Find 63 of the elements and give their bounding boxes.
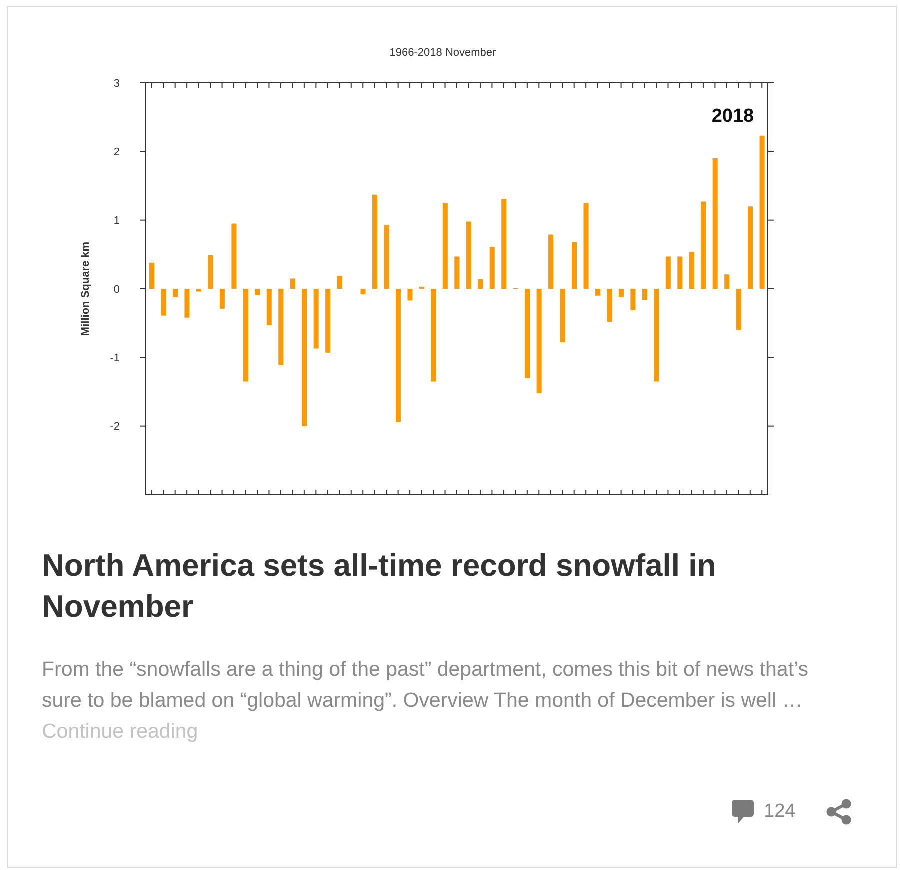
bar <box>548 234 554 289</box>
bar <box>525 289 530 378</box>
bar <box>208 255 214 289</box>
bar <box>360 289 366 294</box>
bar <box>502 199 507 289</box>
bar <box>384 225 390 289</box>
bar <box>255 289 260 296</box>
bar <box>666 256 671 289</box>
bar <box>536 289 542 394</box>
bar <box>724 274 730 289</box>
y-axis-title: Million Square km <box>80 242 92 336</box>
bar <box>572 242 578 289</box>
bar <box>678 256 683 289</box>
text: 124 <box>764 800 796 824</box>
y-tick-label: -2 <box>110 421 120 434</box>
bar <box>220 289 225 309</box>
y-tick-label: -1 <box>110 352 120 365</box>
bar <box>748 206 754 289</box>
bar <box>172 289 178 298</box>
bar <box>490 247 495 289</box>
bar <box>595 289 600 296</box>
bar <box>618 289 624 298</box>
bar <box>290 278 296 289</box>
bar <box>431 289 436 382</box>
bar <box>712 158 718 289</box>
bar <box>701 202 706 289</box>
bar <box>454 256 460 289</box>
bar <box>278 289 284 366</box>
bar <box>466 222 472 289</box>
bar <box>150 262 155 289</box>
y-tick-label: 1 <box>114 215 120 228</box>
y-tick-label: 3 <box>114 78 120 90</box>
bar <box>442 203 448 289</box>
bar <box>654 289 660 382</box>
text: North America sets all-time record snowfall in November <box>42 547 718 626</box>
text: From the “snowfalls are a thing of the past” department, comes this bit of news that’s sure to be blamed on “global warming”. Overview The month of December is well … <box>42 657 810 714</box>
bar <box>584 203 589 289</box>
bar <box>302 289 308 426</box>
bar <box>607 289 612 322</box>
y-tick-label: 0 <box>114 284 120 296</box>
chart-title: 1966-2018 November <box>388 47 498 59</box>
bar <box>760 136 765 289</box>
bar <box>478 279 484 289</box>
bar <box>266 289 272 326</box>
bar <box>184 289 190 318</box>
bar <box>689 252 694 289</box>
bar <box>243 289 248 382</box>
bar <box>736 289 742 330</box>
bar <box>630 289 636 310</box>
annotation: 2018 <box>710 105 756 129</box>
bar <box>161 289 166 316</box>
bar <box>642 289 648 300</box>
bar <box>396 289 401 422</box>
bar <box>372 194 378 289</box>
y-tick-label: 2 <box>114 146 120 159</box>
bar <box>337 276 342 289</box>
bar <box>314 289 319 349</box>
bar <box>196 289 202 292</box>
text: Continue reading <box>42 719 198 745</box>
bar <box>232 224 237 289</box>
bar <box>560 289 566 343</box>
bar <box>408 289 413 301</box>
bar <box>326 289 331 353</box>
